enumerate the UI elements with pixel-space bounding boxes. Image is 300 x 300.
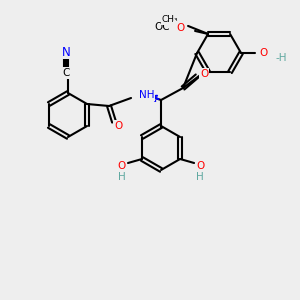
Text: O: O (174, 22, 182, 32)
Text: O: O (196, 161, 204, 171)
Text: O: O (114, 121, 122, 131)
Text: OC: OC (154, 22, 170, 32)
Text: O: O (200, 69, 208, 79)
Text: C: C (62, 68, 70, 78)
Text: H: H (118, 172, 126, 182)
Text: H: H (196, 172, 204, 182)
Text: -H: -H (275, 53, 286, 63)
Text: O: O (259, 48, 267, 58)
Text: O: O (176, 23, 184, 33)
Text: NH: NH (139, 90, 154, 100)
Text: N: N (61, 46, 70, 59)
Text: O: O (118, 161, 126, 171)
Text: CH₃: CH₃ (162, 15, 178, 24)
